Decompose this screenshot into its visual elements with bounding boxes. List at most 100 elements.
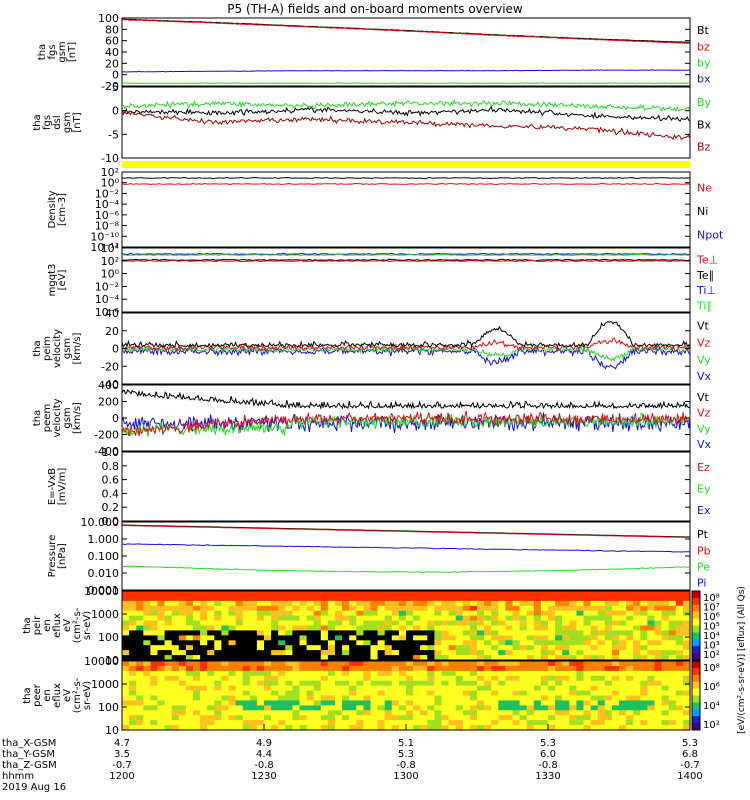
spectrogram-cell xyxy=(590,605,599,612)
spectrogram-cell xyxy=(150,655,158,661)
series-line-vt xyxy=(121,388,691,411)
spectrogram-cell xyxy=(271,720,279,726)
spectrogram-cell xyxy=(299,610,307,616)
spectrogram-cell xyxy=(320,675,329,682)
spectrogram-cell xyxy=(370,591,378,597)
spectrogram-cell xyxy=(370,630,378,636)
spectrogram-cell xyxy=(469,610,478,616)
y-tick-label: 60 xyxy=(105,35,119,48)
spectrogram-cell xyxy=(626,605,634,612)
spectrogram-cell xyxy=(335,630,343,636)
spectrogram-cell xyxy=(562,615,570,621)
spectrogram-cell xyxy=(377,615,386,621)
spectrogram-cell xyxy=(611,640,620,646)
spectrogram-cell xyxy=(533,725,542,731)
spectrogram-cell xyxy=(654,710,662,716)
spectrogram-cell xyxy=(271,725,279,731)
spectrogram-cell xyxy=(434,630,442,636)
spectrogram-cell xyxy=(661,685,670,691)
spectrogram-cell xyxy=(398,700,407,706)
spectrogram-cell xyxy=(533,661,542,667)
series-line-ti-perp xyxy=(121,252,691,256)
spectrogram-cell xyxy=(228,695,236,701)
y-tick-label: 10000 xyxy=(84,655,119,668)
spectrogram-cell xyxy=(533,680,542,686)
spectrogram-cell xyxy=(477,705,485,711)
spectrogram-cell xyxy=(292,665,300,672)
spectrogram-cell xyxy=(512,661,520,667)
spectrogram-cell xyxy=(477,595,485,602)
spectrogram-cell xyxy=(306,600,315,607)
spectrogram-cell xyxy=(306,610,315,616)
spectrogram-cell xyxy=(285,710,293,716)
spectrogram-cell xyxy=(583,710,591,716)
spectrogram-cell xyxy=(477,650,485,656)
spectrogram-cell xyxy=(185,620,194,626)
spectrogram-cell xyxy=(590,640,599,646)
spectrogram-cell xyxy=(264,645,272,651)
spectrogram-cell xyxy=(619,710,627,716)
spectrogram-cell xyxy=(540,630,549,636)
spectrogram-cell xyxy=(193,675,201,682)
panel-frame xyxy=(121,451,691,522)
spectrogram-cell xyxy=(264,620,272,626)
spectrogram-cell xyxy=(256,685,265,691)
spectrogram-cell xyxy=(569,695,577,701)
spectrogram-cell xyxy=(562,675,570,682)
spectrogram-cell xyxy=(136,670,144,677)
spectrogram-cell xyxy=(320,630,329,636)
spectrogram-cell xyxy=(505,645,513,651)
spectrogram-cell xyxy=(242,600,251,607)
spectrogram-cell xyxy=(455,665,464,672)
spectrogram-cell xyxy=(604,625,613,631)
spectrogram-cell xyxy=(540,661,549,667)
spectrogram-cell xyxy=(512,715,520,721)
spectrogram-cell xyxy=(569,725,577,731)
spectrogram-cell xyxy=(242,695,251,701)
spectrogram-cell xyxy=(576,625,584,631)
spectrogram-cell xyxy=(540,610,549,616)
spectrogram-cell xyxy=(356,725,364,731)
spectrogram-cell xyxy=(200,610,208,616)
spectrogram-cell xyxy=(647,680,655,686)
spectrogram-cell xyxy=(512,680,520,686)
spectrogram-cell xyxy=(214,725,222,731)
spectrogram-cell xyxy=(164,661,173,667)
spectrogram-cell xyxy=(675,710,684,716)
spectrogram-cell xyxy=(136,720,144,726)
spectrogram-cell xyxy=(249,725,258,731)
spectrogram-cell xyxy=(597,635,606,641)
spectrogram-cell xyxy=(533,640,542,646)
spectrogram-cell xyxy=(555,710,563,716)
spectrogram-cell xyxy=(384,645,393,651)
spectrogram-cell xyxy=(313,680,322,686)
spectrogram-cell xyxy=(143,640,151,646)
spectrogram-cell xyxy=(370,715,378,721)
spectrogram-cell xyxy=(278,640,286,646)
spectrogram-cell xyxy=(200,720,208,726)
spectrogram-cell xyxy=(193,605,201,612)
spectrogram-cell xyxy=(271,690,279,696)
spectrogram-cell xyxy=(427,675,435,682)
spectrogram-cell xyxy=(633,710,641,716)
spectrogram-cell xyxy=(320,685,329,691)
y-tick-label: -20 xyxy=(101,80,119,93)
spectrogram-cell xyxy=(292,600,300,607)
spectrogram-cell xyxy=(576,640,584,646)
spectrogram-cell xyxy=(306,640,315,646)
legend-entry: Ex xyxy=(697,504,711,517)
spectrogram-cell xyxy=(171,695,180,701)
spectrogram-cell xyxy=(540,715,549,721)
spectrogram-cell xyxy=(484,625,492,631)
spectrogram-cell xyxy=(335,661,343,667)
spectrogram-cell xyxy=(313,591,322,597)
spectrogram-cell xyxy=(540,650,549,656)
spectrogram-cell xyxy=(249,600,258,607)
spectrogram-cell xyxy=(448,600,457,607)
spectrogram-cell xyxy=(512,600,520,607)
spectrogram-cell xyxy=(150,670,158,677)
spectrogram-cell xyxy=(256,635,265,641)
spectrogram-cell xyxy=(512,610,520,616)
spectrogram-cell xyxy=(413,705,421,711)
spectrogram-cell xyxy=(675,705,684,711)
